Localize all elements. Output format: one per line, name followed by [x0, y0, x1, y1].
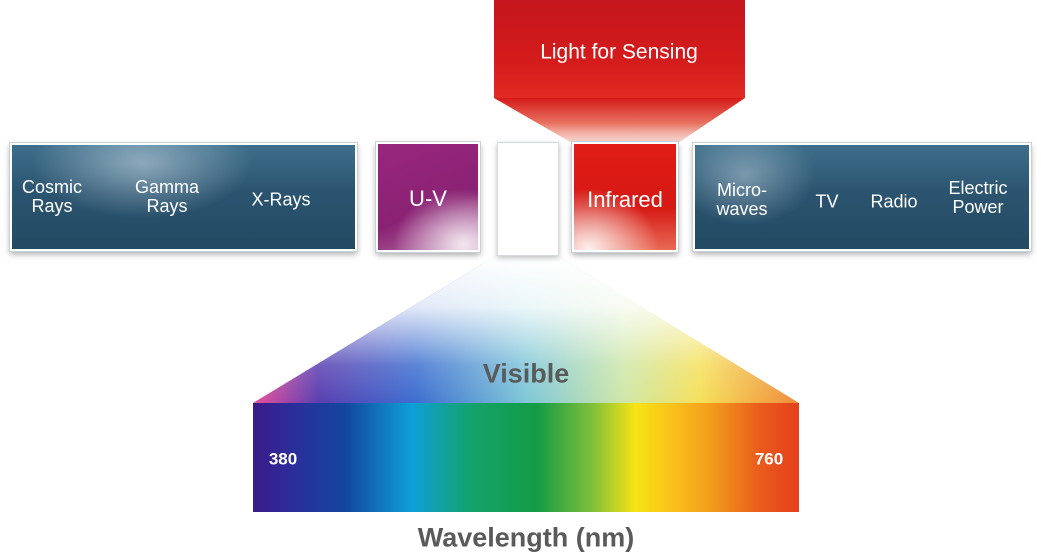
light-for-sensing-box: Light for Sensing	[494, 0, 745, 98]
band-label-cosmic-rays: Cosmic Rays	[21, 177, 83, 216]
band-infrared: Infrared	[572, 142, 678, 252]
band-uv: U-V	[376, 142, 480, 252]
band-label-uv: U-V	[409, 186, 447, 211]
wavelength-end-label: 760	[754, 449, 784, 469]
band-high-energy: Cosmic Rays Gamma Rays X-Rays	[10, 143, 357, 251]
band-visible	[497, 142, 559, 256]
band-label-electric-power: Electric Power	[948, 178, 1008, 217]
wavelength-axis-label: Wavelength (nm)	[417, 522, 635, 553]
band-label-x-rays: X-Rays	[251, 189, 311, 210]
band-label-tv: TV	[815, 191, 839, 212]
band-label-radio: Radio	[870, 191, 918, 212]
band-label-gamma-rays: Gamma Rays	[134, 177, 200, 216]
light-for-sensing-label: Light for Sensing	[540, 40, 698, 64]
band-label-infrared: Infrared	[587, 187, 663, 212]
visible-label: Visible	[482, 358, 570, 389]
sensing-connector	[494, 98, 745, 143]
visible-spectrum-bar: 380 760	[253, 403, 799, 512]
band-label-microwaves: Micro- waves	[716, 180, 768, 219]
visible-fan-fade	[253, 255, 799, 403]
band-low-energy: Micro- waves TV Radio Electric Power	[693, 143, 1031, 251]
wavelength-start-label: 380	[268, 449, 298, 469]
